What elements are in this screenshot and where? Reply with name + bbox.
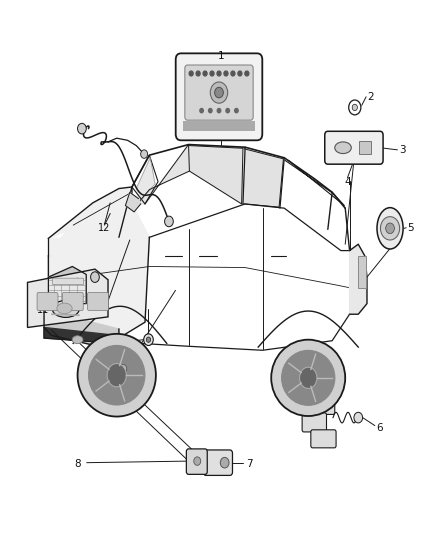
Circle shape (235, 109, 238, 113)
Circle shape (91, 272, 99, 282)
Ellipse shape (282, 350, 335, 405)
Circle shape (349, 100, 361, 115)
FancyBboxPatch shape (309, 394, 335, 415)
Circle shape (210, 71, 214, 76)
Bar (183, 120, 255, 131)
Text: 12: 12 (99, 223, 111, 233)
Polygon shape (125, 192, 141, 212)
FancyBboxPatch shape (115, 360, 132, 382)
Ellipse shape (271, 340, 345, 416)
Circle shape (386, 223, 394, 233)
Bar (358, 256, 366, 288)
Ellipse shape (52, 301, 79, 317)
Circle shape (208, 109, 212, 113)
Polygon shape (350, 244, 367, 314)
FancyBboxPatch shape (176, 53, 262, 140)
Ellipse shape (88, 345, 145, 405)
Circle shape (220, 457, 229, 468)
FancyBboxPatch shape (185, 65, 253, 120)
Text: 10: 10 (107, 365, 120, 375)
Polygon shape (244, 149, 283, 207)
Circle shape (194, 457, 201, 465)
Polygon shape (48, 187, 132, 238)
Text: 4: 4 (344, 176, 351, 187)
Circle shape (146, 337, 151, 342)
Polygon shape (44, 327, 117, 343)
Circle shape (141, 150, 148, 158)
Polygon shape (28, 269, 108, 327)
Circle shape (217, 109, 221, 113)
Text: 7: 7 (246, 459, 253, 469)
Polygon shape (48, 266, 86, 304)
Ellipse shape (57, 303, 72, 314)
Circle shape (354, 413, 363, 423)
Text: 11: 11 (37, 305, 49, 315)
Circle shape (107, 364, 126, 387)
Circle shape (165, 216, 173, 227)
Circle shape (352, 104, 357, 111)
FancyBboxPatch shape (37, 293, 58, 311)
Polygon shape (44, 310, 119, 346)
Polygon shape (136, 158, 155, 202)
FancyBboxPatch shape (325, 131, 383, 164)
Ellipse shape (72, 336, 83, 344)
FancyBboxPatch shape (311, 430, 336, 448)
Text: 5: 5 (407, 223, 414, 233)
FancyBboxPatch shape (62, 293, 83, 311)
Circle shape (200, 109, 203, 113)
Circle shape (224, 71, 228, 76)
Text: 9: 9 (93, 343, 99, 353)
Bar (359, 141, 371, 154)
Text: 3: 3 (399, 145, 406, 155)
Circle shape (300, 367, 317, 389)
Circle shape (215, 87, 223, 98)
Text: 6: 6 (377, 423, 383, 433)
FancyBboxPatch shape (302, 413, 326, 432)
Circle shape (226, 109, 230, 113)
Circle shape (120, 365, 127, 373)
Ellipse shape (377, 208, 403, 249)
Circle shape (210, 82, 228, 103)
Ellipse shape (335, 142, 351, 154)
Text: 2: 2 (367, 92, 374, 102)
Text: 1: 1 (218, 51, 225, 61)
FancyBboxPatch shape (203, 450, 233, 475)
Circle shape (238, 71, 242, 76)
Circle shape (231, 71, 235, 76)
FancyBboxPatch shape (52, 278, 84, 285)
Circle shape (78, 123, 86, 134)
Polygon shape (137, 144, 189, 204)
Circle shape (381, 216, 399, 240)
FancyBboxPatch shape (186, 449, 207, 474)
Ellipse shape (78, 334, 156, 417)
Polygon shape (48, 189, 149, 338)
Circle shape (245, 71, 249, 76)
Circle shape (203, 71, 207, 76)
Polygon shape (189, 146, 243, 204)
Circle shape (196, 71, 200, 76)
Circle shape (144, 334, 153, 345)
FancyBboxPatch shape (88, 293, 109, 311)
Text: 8: 8 (74, 459, 81, 469)
Circle shape (217, 71, 221, 76)
Circle shape (189, 71, 193, 76)
